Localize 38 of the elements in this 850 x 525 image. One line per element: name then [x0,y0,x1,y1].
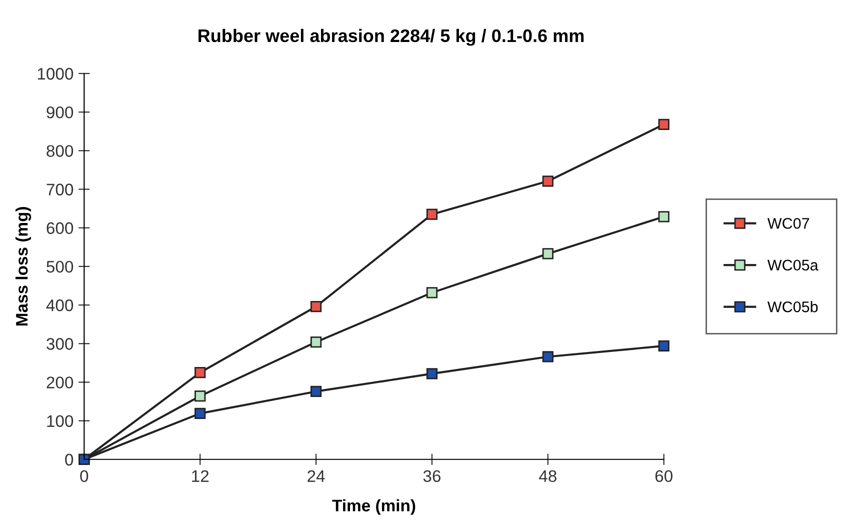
point [658,118,670,130]
point [426,287,438,298]
point [194,408,206,420]
point [310,301,322,312]
point [542,248,554,260]
legend-label: WC05a [767,260,818,271]
y-tick-label: 800 [46,145,74,157]
y-tick-label: 600 [46,222,74,234]
x-tick-label: 12 [192,470,209,482]
x-axis-title: Time (min) [332,499,416,515]
x-tick-label: 24 [308,470,325,482]
y-tick-label: 700 [46,184,74,196]
x-tick-label: 48 [539,470,556,482]
y-axis-title: Mass loss (mg) [15,207,32,326]
point [426,208,438,220]
x-tick-label: 36 [423,470,441,482]
point [194,390,206,402]
y-tick-label: 1000 [38,68,74,80]
y-tick-label: 400 [46,299,74,312]
point [658,340,670,352]
point [194,366,206,378]
y-tick-label: 500 [46,260,74,273]
y-tick-label: 900 [46,106,74,118]
legend-label: WC07 [767,218,810,229]
y-tick-label: 100 [47,415,74,427]
y-tick-label: 0 [65,454,74,466]
chart-title: Rubber weel abrasion 2284/ 5 kg / 0.1-0.6 mm [198,28,584,46]
point [658,211,670,222]
point [310,386,322,398]
x-tick-label: 60 [655,470,672,482]
y-tick-label: 300 [46,338,74,350]
y-tick-label: 200 [46,376,74,388]
point [426,368,438,380]
x-tick-label: 0 [80,470,88,482]
point [310,336,322,348]
point [542,351,554,362]
point [542,176,554,187]
legend-label: WC05b [767,301,818,312]
